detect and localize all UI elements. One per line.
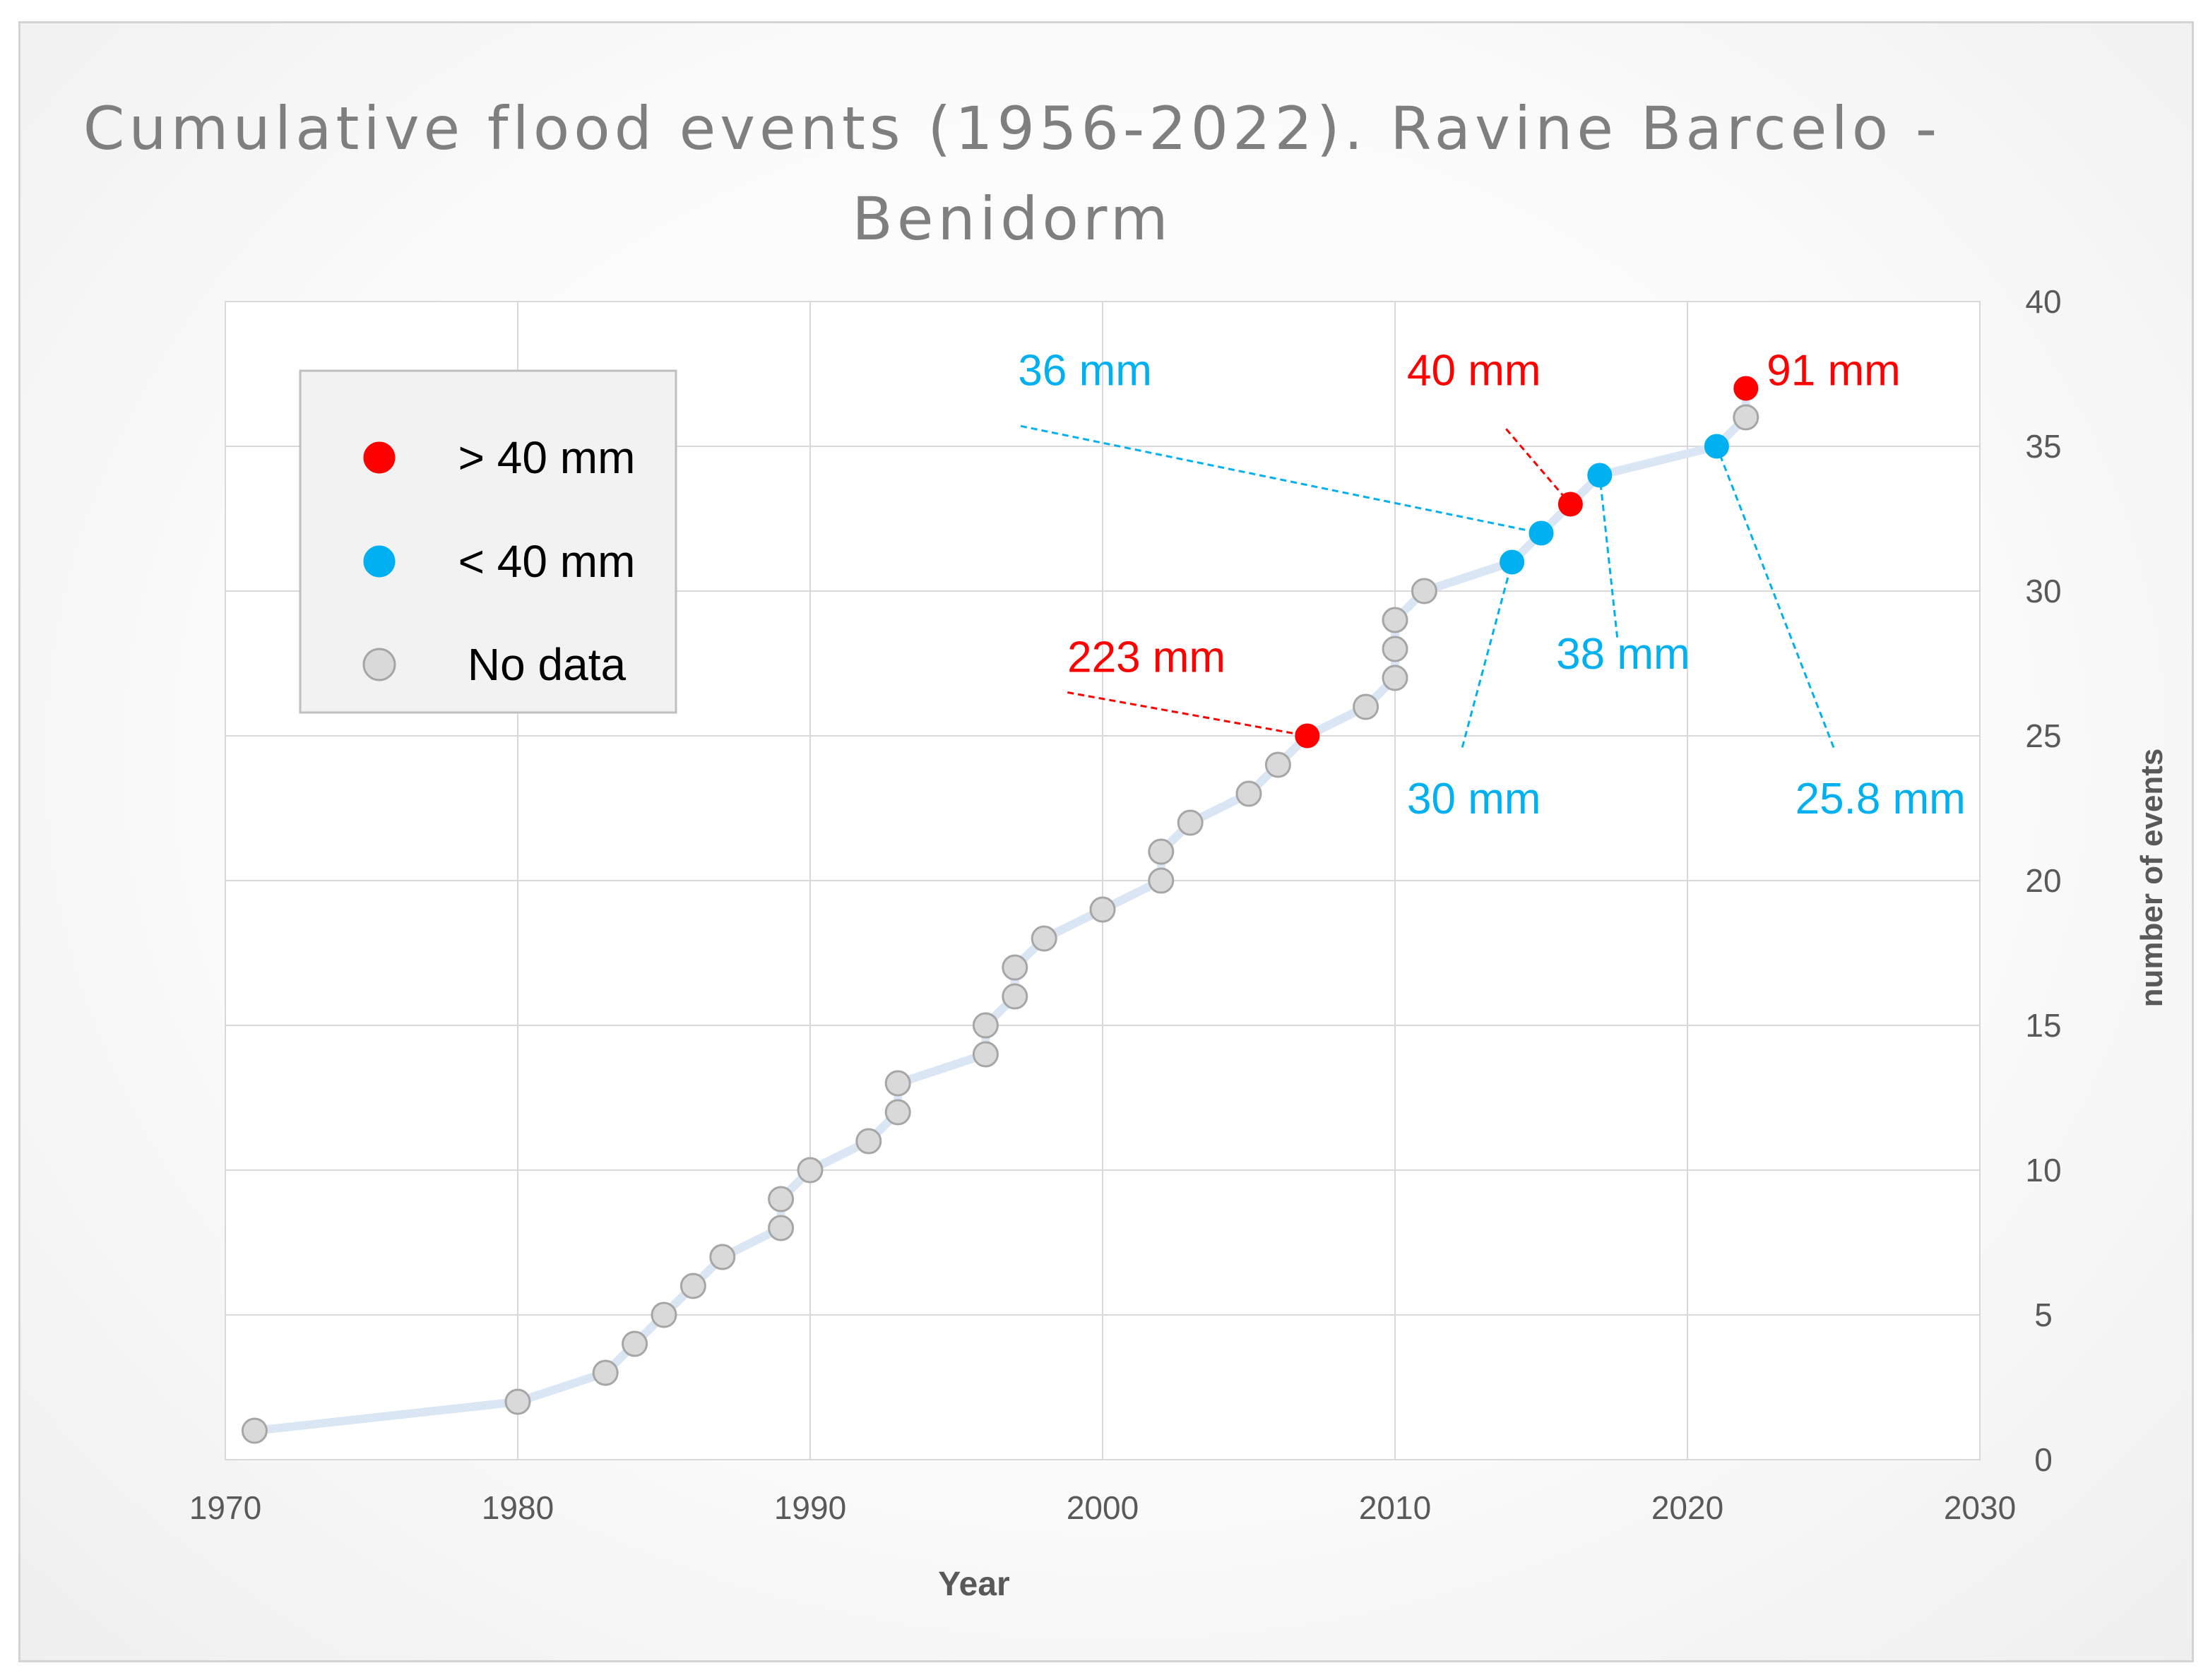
data-point-6	[709, 1244, 736, 1270]
y-tick-label-5: 5	[2034, 1297, 2053, 1333]
y-tick-label-35: 35	[2025, 428, 2061, 465]
data-markers	[241, 376, 1759, 1444]
x-tick-label-2020: 2020	[1651, 1489, 1723, 1526]
data-point-30	[1500, 549, 1525, 575]
legend-label-high: > 40 mm	[458, 432, 636, 483]
y-tick-label-25: 25	[2025, 717, 2061, 754]
data-point-23	[1264, 751, 1291, 778]
leader-line-2	[1505, 428, 1572, 505]
data-point-35	[1733, 404, 1759, 431]
x-tick-label-2010: 2010	[1359, 1489, 1431, 1526]
leader-line-4	[1461, 561, 1514, 748]
annotation-leader-lines	[1020, 387, 1835, 748]
annotation-label-5: 38 mm	[1556, 630, 1690, 679]
data-point-11	[884, 1099, 911, 1126]
data-point-5	[679, 1273, 706, 1299]
legend: > 40 mm < 40 mm No data	[299, 369, 677, 714]
legend-marker-high	[363, 441, 396, 474]
legend-marker-nodata	[362, 648, 396, 681]
annotation-label-0: 223 mm	[1067, 633, 1225, 681]
data-point-17	[1031, 925, 1057, 952]
x-tick-label-1970: 1970	[189, 1489, 261, 1526]
data-point-2	[592, 1359, 619, 1386]
y-axis-title: number of events	[2135, 749, 2169, 1008]
data-point-26	[1382, 665, 1408, 691]
data-point-28	[1382, 607, 1408, 633]
leader-line-5	[1598, 475, 1619, 638]
data-point-27	[1382, 636, 1408, 662]
data-point-24	[1295, 723, 1320, 749]
data-point-9	[797, 1157, 824, 1184]
data-point-8	[768, 1186, 795, 1213]
data-point-15	[1002, 983, 1028, 1010]
data-point-21	[1177, 809, 1204, 836]
data-point-34	[1704, 434, 1729, 459]
chart-frame: Cumulative flood events (1956-2022). Rav…	[18, 21, 2194, 1662]
x-tick-label-1980: 1980	[482, 1489, 554, 1526]
data-point-33	[1587, 463, 1613, 488]
x-axis-tick-labels: 1970 1980 1990 2000 2010 2020 2030	[189, 1489, 2016, 1526]
data-point-1	[504, 1388, 531, 1415]
leader-line-6	[1716, 446, 1835, 748]
data-point-18	[1089, 896, 1116, 923]
data-point-4	[651, 1301, 677, 1328]
data-point-36	[1733, 376, 1759, 401]
y-axis-tick-labels: 0 5 10 15 20 25 30 35 40	[2025, 283, 2061, 1478]
data-point-19	[1148, 867, 1175, 894]
data-point-25	[1353, 693, 1379, 720]
annotation-label-1: 36 mm	[1018, 346, 1151, 395]
data-point-3	[622, 1330, 648, 1357]
flood-events-chart: Cumulative flood events (1956-2022). Rav…	[83, 94, 2169, 1603]
data-point-14	[972, 1012, 999, 1039]
legend-marker-low	[363, 545, 396, 578]
legend-label-nodata: No data	[468, 639, 627, 690]
y-tick-label-10: 10	[2025, 1152, 2061, 1188]
annotation-label-2: 40 mm	[1407, 346, 1541, 395]
data-point-31	[1529, 520, 1554, 546]
x-axis-title: Year	[938, 1566, 1009, 1603]
data-point-32	[1557, 492, 1583, 517]
legend-label-low: < 40 mm	[458, 536, 636, 587]
chart-title-line-2: Benidorm	[852, 184, 1172, 254]
y-tick-label-0: 0	[2034, 1441, 2053, 1478]
data-point-10	[855, 1128, 882, 1155]
x-tick-label-1990: 1990	[774, 1489, 846, 1526]
annotation-label-4: 30 mm	[1407, 775, 1541, 823]
chart-title-line-1: Cumulative flood events (1956-2022). Rav…	[83, 94, 1941, 163]
leader-line-0	[1067, 691, 1308, 737]
data-point-0	[241, 1417, 268, 1444]
data-point-29	[1411, 578, 1437, 604]
y-tick-label-40: 40	[2025, 283, 2061, 320]
x-tick-label-2030: 2030	[1944, 1489, 2016, 1526]
data-point-7	[768, 1215, 795, 1241]
annotation-labels: 223 mm 36 mm 40 mm 91 mm 30 mm 38 mm 25.8 mm	[1018, 346, 1965, 823]
x-tick-label-2000: 2000	[1067, 1489, 1139, 1526]
annotation-label-6: 25.8 mm	[1796, 775, 1966, 823]
data-point-16	[1002, 954, 1028, 981]
y-tick-label-30: 30	[2025, 573, 2061, 609]
y-tick-label-15: 15	[2025, 1007, 2061, 1044]
data-point-20	[1148, 838, 1175, 865]
data-point-12	[884, 1070, 911, 1097]
data-point-13	[972, 1041, 999, 1068]
annotation-label-3: 91 mm	[1767, 346, 1900, 395]
legend-box	[299, 369, 677, 714]
chart-title: Cumulative flood events (1956-2022). Rav…	[83, 94, 1941, 254]
leader-line-1	[1020, 424, 1542, 535]
y-tick-label-20: 20	[2025, 862, 2061, 899]
data-point-22	[1235, 780, 1262, 807]
